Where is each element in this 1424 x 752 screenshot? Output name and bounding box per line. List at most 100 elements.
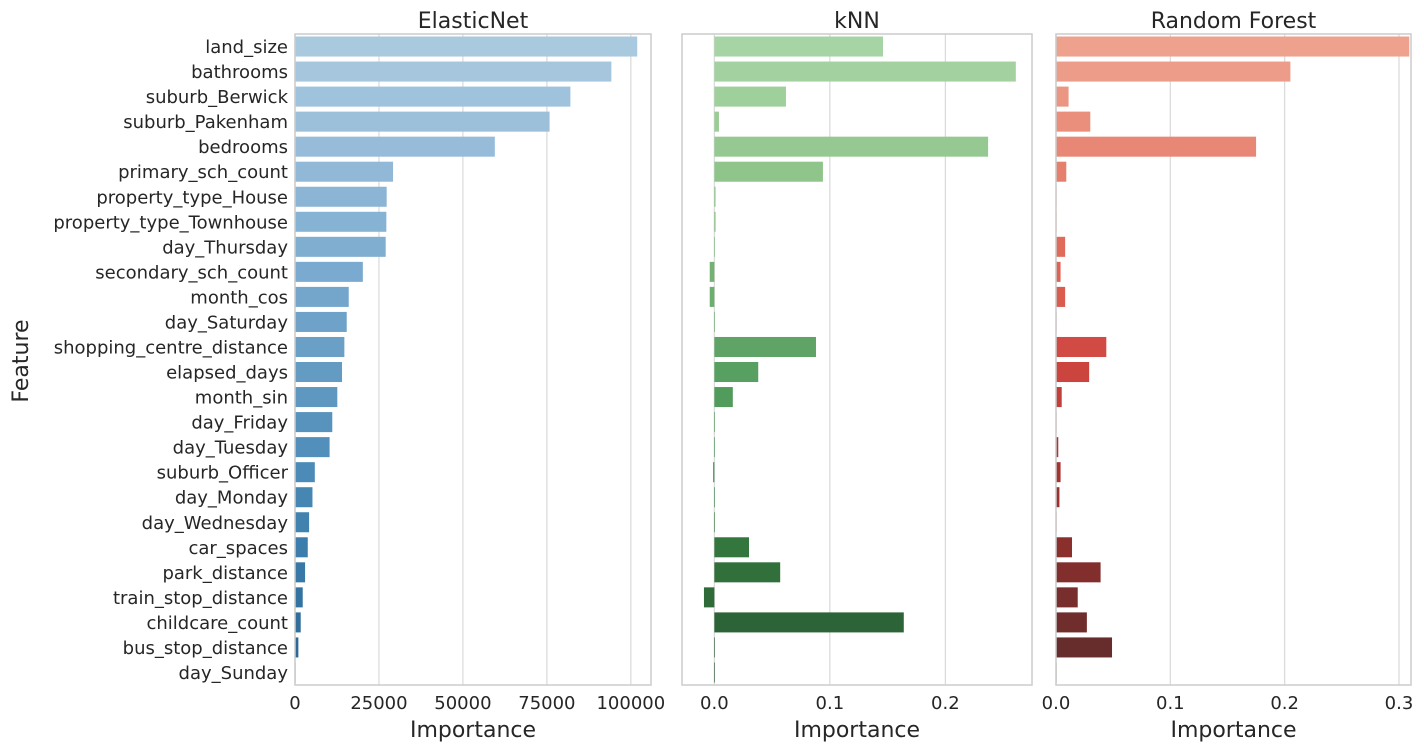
bar-month_cos xyxy=(295,286,349,307)
y-tick-label: day_Sunday xyxy=(179,663,289,684)
bar-day_Friday xyxy=(295,412,333,433)
x-tick-label: 0.2 xyxy=(931,693,960,714)
bar-park_distance xyxy=(1056,562,1101,583)
panel-frame xyxy=(294,33,652,686)
x-tick-label: 0.0 xyxy=(1042,693,1071,714)
y-tick-label: childcare_count xyxy=(146,613,288,634)
bar-month_cos xyxy=(1056,286,1066,307)
x-tick-label: 0.1 xyxy=(1156,693,1185,714)
x-tick-label: 0.3 xyxy=(1385,693,1414,714)
y-tick-label: day_Friday xyxy=(191,413,288,434)
bar-train_stop_distance xyxy=(703,587,715,608)
bar-land_size xyxy=(1056,36,1410,57)
bar-bedrooms xyxy=(714,136,989,157)
bar-park_distance xyxy=(295,562,306,583)
bar-suburb_Pakenham xyxy=(1056,111,1091,132)
bar-car_spaces xyxy=(714,537,749,558)
bar-day_Tuesday xyxy=(295,437,330,458)
bar-shopping_centre_distance xyxy=(714,336,816,357)
y-tick-label: elapsed_days xyxy=(166,363,288,384)
panel-title: Random Forest xyxy=(1151,9,1317,34)
y-tick-label: train_stop_distance xyxy=(113,588,288,609)
panel-title: ElasticNet xyxy=(418,9,529,34)
bar-childcare_count xyxy=(714,612,904,633)
bar-month_sin xyxy=(295,387,338,408)
y-tick-label: day_Tuesday xyxy=(173,438,289,459)
bar-day_Friday xyxy=(714,412,715,433)
panel-0: 0 25000 50000 75000 100000 Importance ElasticN… xyxy=(53,9,665,743)
y-tick-label: day_Monday xyxy=(175,488,289,509)
y-tick-label: secondary_sch_count xyxy=(95,262,288,283)
bar-suburb_Berwick xyxy=(295,86,571,107)
bar-elapsed_days xyxy=(1056,362,1090,383)
bar-month_cos xyxy=(709,286,715,307)
bar-day_Tuesday xyxy=(1056,437,1059,458)
bar-childcare_count xyxy=(295,612,301,633)
bar-secondary_sch_count xyxy=(1056,261,1061,282)
bar-day_Saturday xyxy=(714,311,715,332)
bar-secondary_sch_count xyxy=(709,261,715,282)
y-tick-label: land_size xyxy=(205,37,288,58)
bar-shopping_centre_distance xyxy=(1056,336,1107,357)
bar-land_size xyxy=(714,36,883,57)
y-tick-label: park_distance xyxy=(162,563,288,584)
x-tick-label: 0.0 xyxy=(700,693,729,714)
y-tick-label: suburb_Officer xyxy=(157,463,289,484)
bar-bus_stop_distance xyxy=(714,637,715,658)
y-tick-label: suburb_Pakenham xyxy=(123,112,288,133)
bar-bus_stop_distance xyxy=(1056,637,1113,658)
bar-day_Saturday xyxy=(295,311,347,332)
bar-car_spaces xyxy=(295,537,308,558)
bar-shopping_centre_distance xyxy=(295,336,345,357)
bar-bedrooms xyxy=(1056,136,1257,157)
y-tick-label: month_cos xyxy=(190,287,288,308)
bar-day_Wednesday xyxy=(295,512,310,533)
panel-frame xyxy=(1055,33,1412,686)
bar-bathrooms xyxy=(714,61,1016,82)
bar-day_Thursday xyxy=(295,236,386,257)
bar-bathrooms xyxy=(295,61,612,82)
bar-train_stop_distance xyxy=(1056,587,1078,608)
x-axis-label: Importance xyxy=(1170,718,1296,743)
bar-secondary_sch_count xyxy=(295,261,363,282)
y-tick-label: bathrooms xyxy=(191,62,288,83)
bar-property_type_House xyxy=(714,186,716,207)
bar-day_Wednesday xyxy=(714,512,715,533)
bar-month_sin xyxy=(714,387,733,408)
bar-day_Thursday xyxy=(714,236,715,257)
bar-elapsed_days xyxy=(295,362,343,383)
y-tick-label: bus_stop_distance xyxy=(123,638,288,659)
bar-suburb_Officer xyxy=(295,462,315,483)
bar-bus_stop_distance xyxy=(295,637,299,658)
bar-childcare_count xyxy=(1056,612,1087,633)
bar-park_distance xyxy=(714,562,781,583)
bar-bedrooms xyxy=(295,136,495,157)
y-tick-label: property_type_House xyxy=(96,187,288,208)
bar-day_Monday xyxy=(714,487,715,508)
bar-property_type_Townhouse xyxy=(295,211,387,232)
bar-elapsed_days xyxy=(714,362,759,383)
x-tick-label: 25000 xyxy=(350,693,407,714)
bar-day_Thursday xyxy=(1056,236,1066,257)
bar-month_sin xyxy=(1056,387,1062,408)
bar-day_Monday xyxy=(1056,487,1060,508)
bar-suburb_Officer xyxy=(713,462,715,483)
bar-car_spaces xyxy=(1056,537,1073,558)
y-tick-label: day_Thursday xyxy=(162,237,288,258)
bar-suburb_Officer xyxy=(1056,462,1061,483)
x-tick-label: 0 xyxy=(289,693,300,714)
panel-title: kNN xyxy=(834,9,880,34)
bar-property_type_Townhouse xyxy=(714,211,716,232)
bar-primary_sch_count xyxy=(1056,161,1067,182)
x-axis-label: Importance xyxy=(794,718,920,743)
y-tick-label: day_Wednesday xyxy=(142,513,289,534)
bar-day_Tuesday xyxy=(714,437,715,458)
y-tick-label: bedrooms xyxy=(198,137,288,158)
bar-primary_sch_count xyxy=(295,161,394,182)
bar-suburb_Berwick xyxy=(1056,86,1069,107)
bar-bathrooms xyxy=(1056,61,1291,82)
y-tick-label: month_sin xyxy=(195,388,288,409)
x-tick-label: 100000 xyxy=(596,693,665,714)
panel-2: 0.0 0.1 0.2 0.3 Importance Random Forest xyxy=(1042,9,1414,743)
